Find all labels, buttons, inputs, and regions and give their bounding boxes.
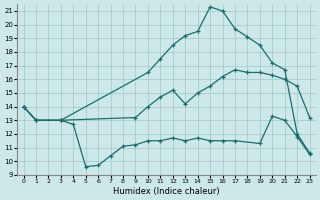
X-axis label: Humidex (Indice chaleur): Humidex (Indice chaleur) xyxy=(113,187,220,196)
